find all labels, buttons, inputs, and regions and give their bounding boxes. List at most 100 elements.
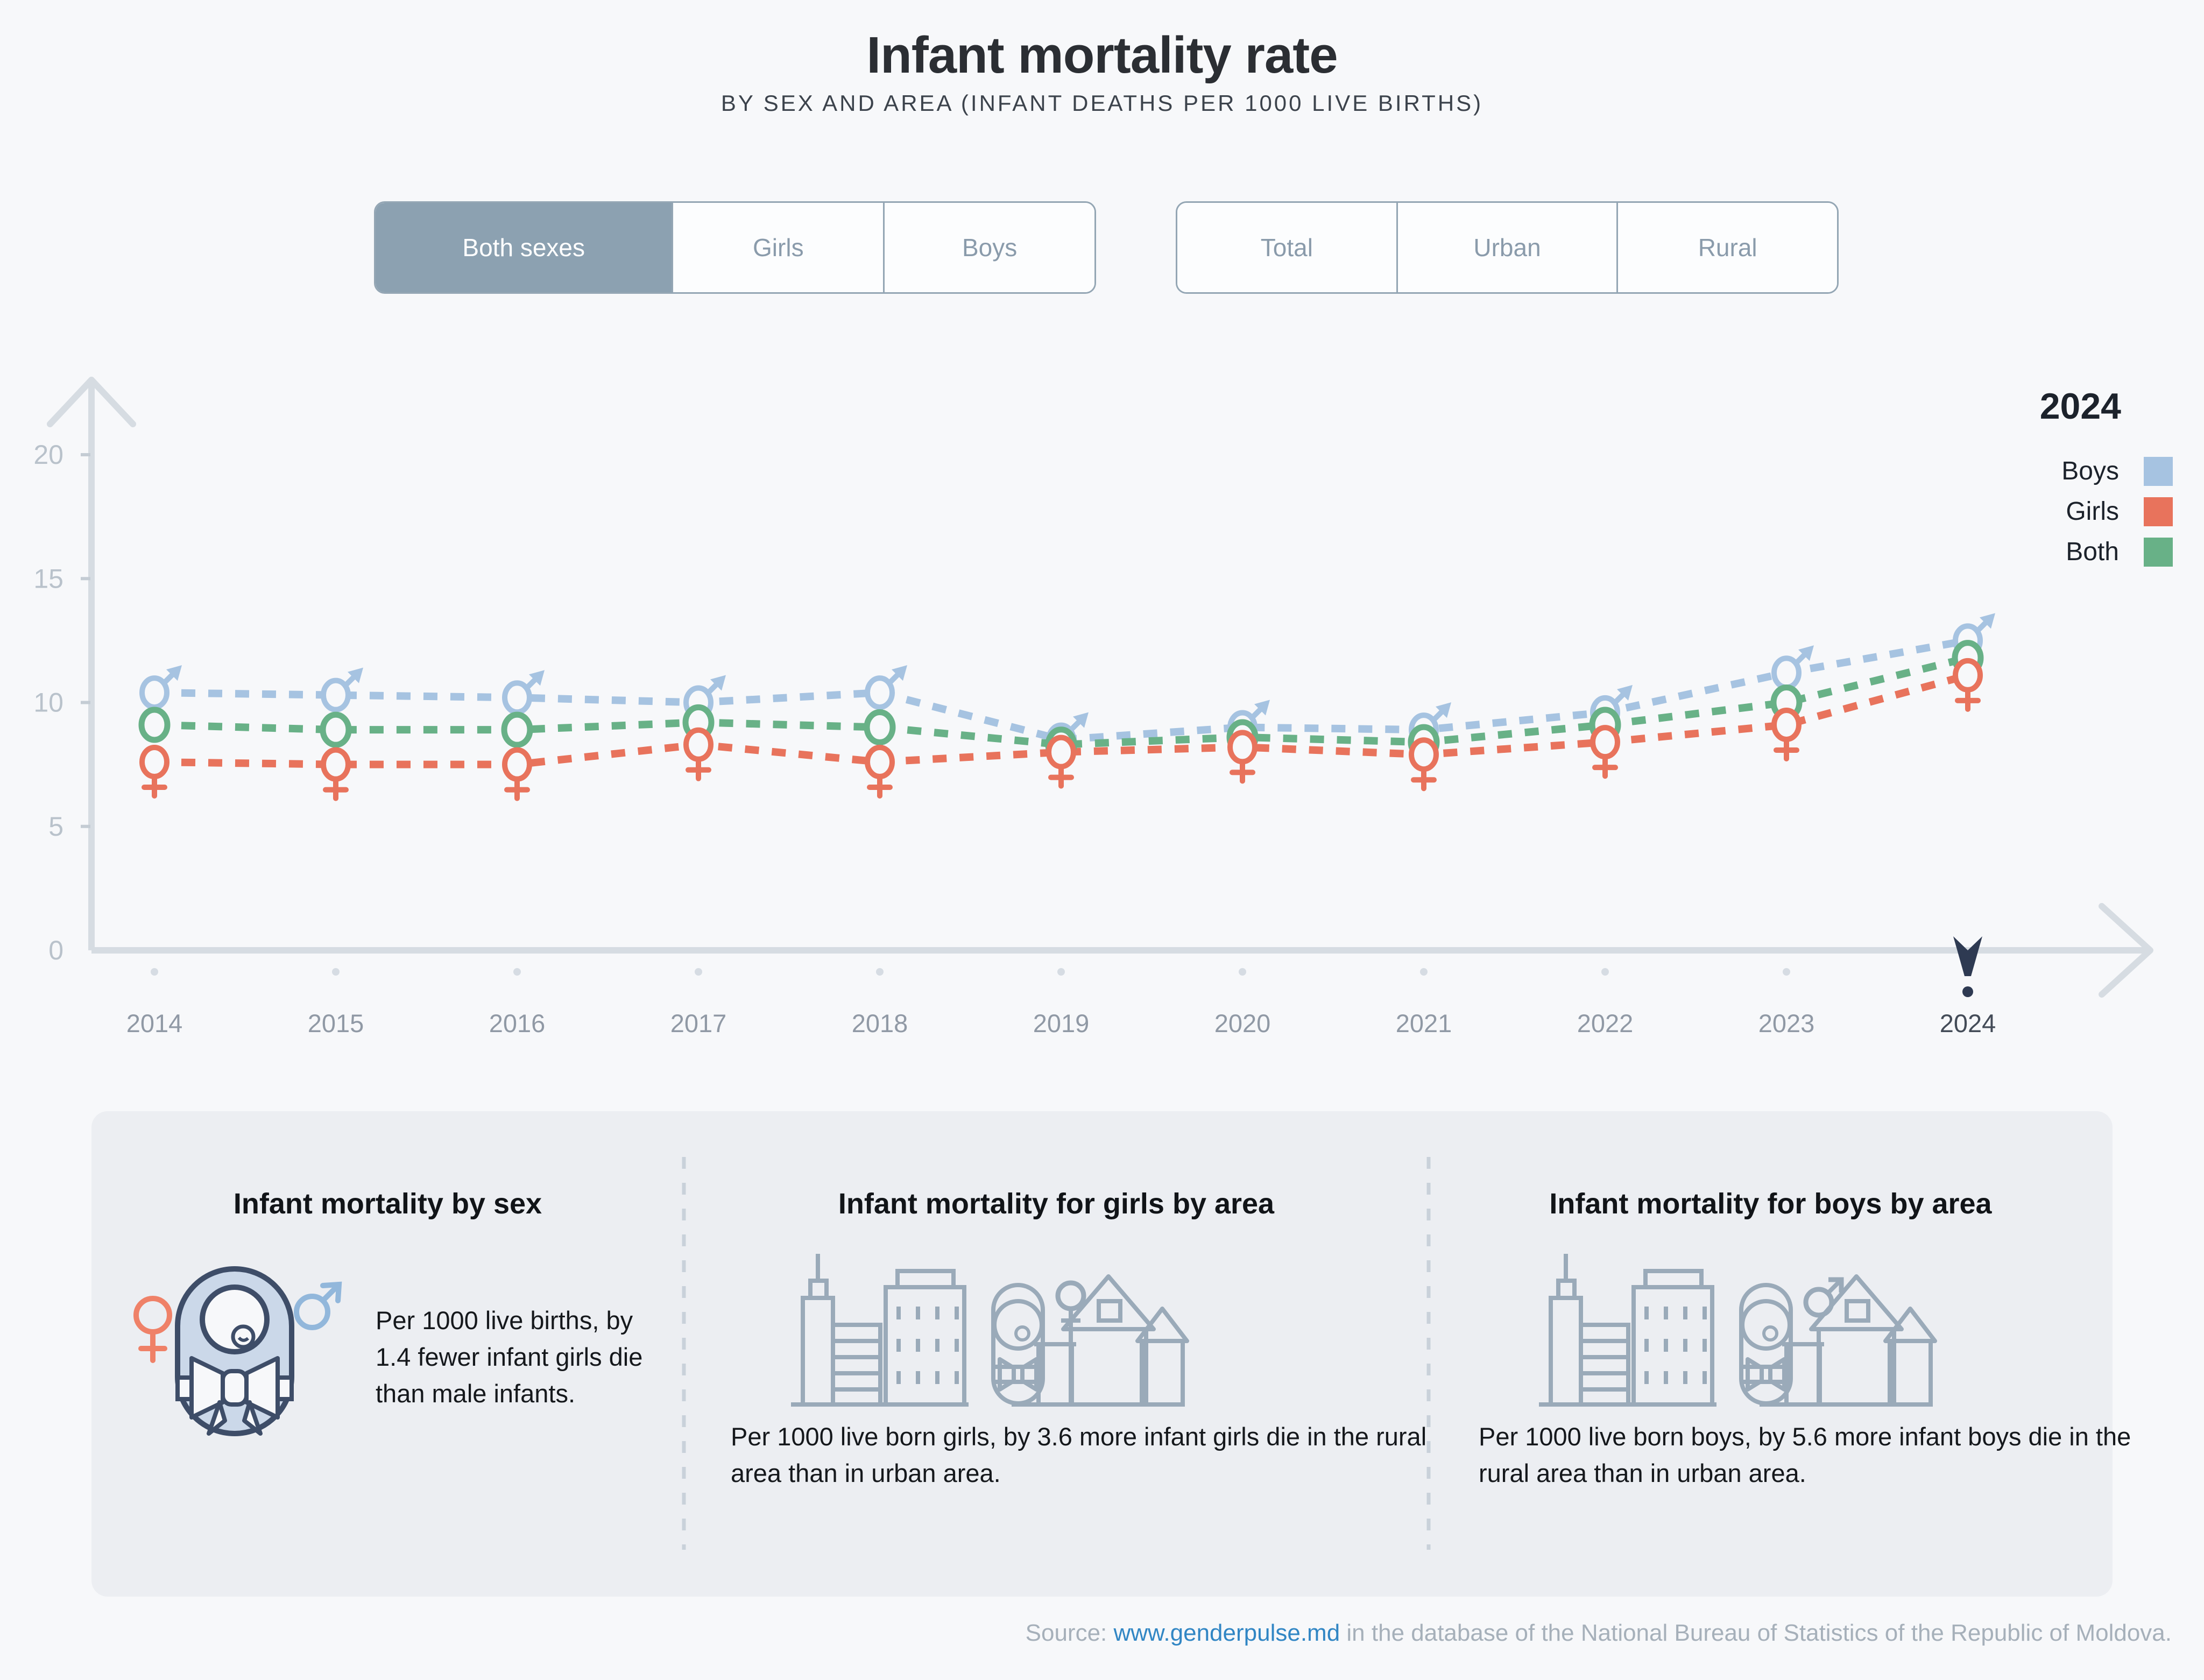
card-title-boys-area: Infant mortality for boys by area	[1549, 1188, 1992, 1220]
both-color-swatch	[2144, 537, 2173, 567]
x-tick-dot	[151, 968, 158, 976]
both-marker-circle	[1226, 719, 1259, 756]
source-link[interactable]: www.genderpulse.md	[1113, 1620, 1340, 1646]
series-markers-boys	[139, 613, 1995, 757]
toggle-total[interactable]: Total	[1177, 203, 1396, 292]
y-tick-label: 10	[33, 688, 63, 718]
male-marker-arrowhead	[348, 667, 363, 683]
x-axis	[91, 903, 2153, 998]
current-year-pointer-icon	[1953, 936, 1982, 997]
male-marker-arrowhead	[1798, 645, 1814, 661]
male-marker-arrow	[1974, 618, 1990, 634]
male-marker-arrowhead	[166, 665, 182, 681]
female-marker-circle	[865, 745, 895, 780]
male-marker-circle	[139, 675, 169, 710]
x-tick-label: 2022	[1577, 1009, 1634, 1037]
male-marker-arrow	[1249, 705, 1265, 721]
male-marker-arrowhead	[892, 665, 907, 681]
both-marker-circle	[501, 711, 533, 748]
male-marker-arrow	[161, 670, 176, 686]
x-tick-dot	[1601, 968, 1609, 976]
chart-legend: 2024 Boys Girls Both	[1941, 385, 2173, 572]
male-marker-arrow	[1793, 651, 1809, 666]
male-marker-circle	[1227, 710, 1258, 745]
both-marker-circle	[864, 709, 896, 746]
male-marker-arrow	[342, 673, 358, 689]
x-tick-dot	[332, 968, 340, 976]
area-toggle-group: Total Urban Rural	[1176, 201, 1839, 294]
male-marker-circle	[683, 685, 714, 720]
both-marker-circle	[138, 707, 171, 743]
girls-color-swatch	[2144, 497, 2173, 526]
female-marker-circle	[1409, 737, 1439, 772]
both-marker-circle	[320, 711, 352, 748]
male-marker-circle	[321, 677, 351, 712]
card-title-sex: Infant mortality by sex	[233, 1188, 542, 1220]
male-marker-circle	[1771, 655, 1802, 690]
x-tick-dot	[876, 968, 884, 976]
x-tick-label: 2023	[1758, 1009, 1815, 1037]
series-markers-girls	[139, 658, 1983, 801]
source-prefix: Source:	[1025, 1620, 1114, 1646]
x-tick-label: 2016	[489, 1009, 546, 1037]
toggle-girls[interactable]: Girls	[672, 203, 884, 292]
y-tick-label: 20	[33, 440, 63, 470]
y-tick-label: 5	[48, 811, 63, 842]
both-marker-circle	[1045, 726, 1077, 763]
both-marker-circle	[682, 704, 715, 740]
legend-year: 2024	[2039, 386, 2121, 427]
male-marker-circle	[1046, 722, 1076, 757]
x-tick-dot	[1420, 968, 1428, 976]
y-tick-label: 0	[48, 935, 63, 965]
both-marker-circle	[1952, 640, 1984, 676]
male-marker-arrow	[1612, 690, 1627, 706]
male-marker-arrowhead	[1980, 613, 1995, 629]
female-marker-circle	[1590, 725, 1620, 760]
x-tick-label: 2024	[1940, 1009, 1996, 1037]
source-line: Source: www.genderpulse.md in the databa…	[1026, 1620, 2172, 1647]
toggle-urban[interactable]: Urban	[1396, 203, 1617, 292]
male-marker-arrow	[886, 670, 902, 686]
card-text-sex: Per 1000 live births, by 1.4 fewer infan…	[376, 1306, 643, 1408]
female-marker-circle	[683, 727, 714, 762]
male-marker-arrowhead	[1617, 684, 1633, 701]
male-marker-circle	[1953, 623, 1983, 658]
x-tick-label: 2014	[126, 1009, 183, 1037]
female-marker-circle	[321, 747, 351, 782]
x-tick-label: 2019	[1033, 1009, 1090, 1037]
male-marker-circle	[1409, 712, 1439, 747]
toggle-boys[interactable]: Boys	[883, 203, 1094, 292]
male-marker-circle	[502, 680, 532, 715]
legend-entry-both: Both	[1941, 532, 2173, 572]
x-tick-label: 2015	[308, 1009, 364, 1037]
male-marker-arrowhead	[1436, 702, 1451, 718]
female-marker-circle	[1046, 735, 1076, 770]
x-tick-dot	[1057, 968, 1065, 976]
series-line-boys	[154, 637, 1969, 744]
page-subtitle: BY SEX AND AREA (INFANT DEATHS PER 1000 …	[720, 90, 1484, 116]
male-marker-circle	[1590, 695, 1620, 730]
x-tick-dot	[1239, 968, 1246, 976]
toggle-both-sexes[interactable]: Both sexes	[376, 203, 672, 292]
toggle-rural[interactable]: Rural	[1616, 203, 1837, 292]
male-marker-circle	[865, 675, 895, 710]
sex-toggle-group: Both sexes Girls Boys	[374, 201, 1096, 294]
male-marker-arrowhead	[1073, 712, 1089, 728]
x-tick-label: 2021	[1396, 1009, 1452, 1037]
male-marker-arrow	[1068, 718, 1083, 733]
series-line-girls	[154, 672, 1969, 768]
card-title-girls-area: Infant mortality for girls by area	[838, 1188, 1275, 1220]
y-tick-label: 15	[33, 563, 63, 594]
source-suffix: in the database of the National Bureau o…	[1340, 1620, 2172, 1646]
male-marker-arrowhead	[710, 675, 726, 691]
card-text-boys-area: Per 1000 live born boys, by 5.6 more inf…	[1479, 1422, 2131, 1488]
page-title: Infant mortality rate	[866, 26, 1338, 84]
legend-entry-boys: Boys	[1941, 451, 2173, 491]
female-marker-circle	[1953, 658, 1983, 693]
both-marker-circle	[1770, 684, 1803, 721]
y-axis	[47, 377, 136, 950]
x-tick-label: 2017	[670, 1009, 727, 1037]
boys-color-swatch	[2144, 456, 2173, 486]
x-tick-label: 2018	[852, 1009, 908, 1037]
